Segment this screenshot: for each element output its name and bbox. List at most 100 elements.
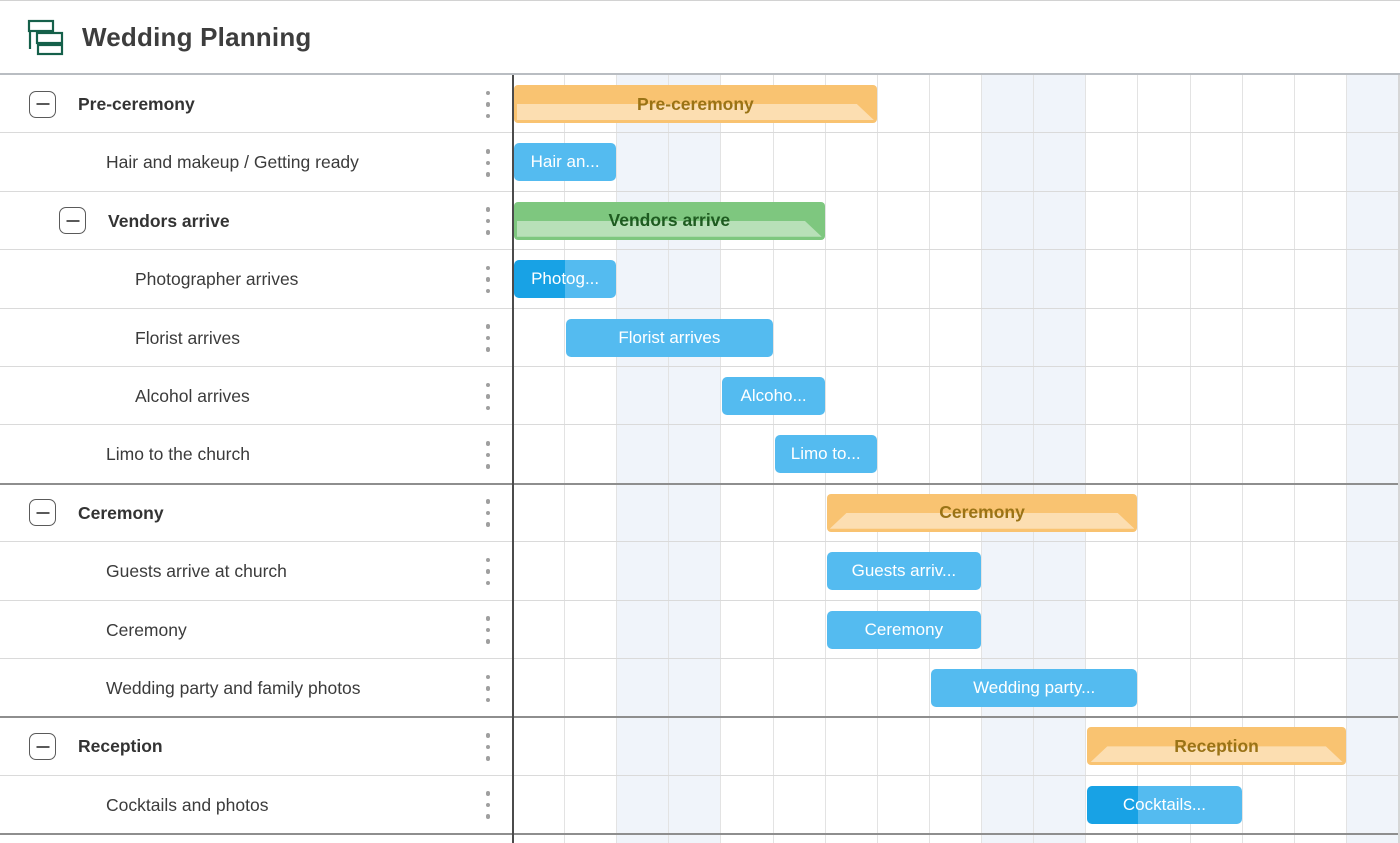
row-menu-kebab-icon[interactable] [480,499,496,527]
task-bar[interactable]: Florist arrives [566,318,773,357]
bar-label: Alcoho... [740,386,807,405]
bar-label: Pre-ceremony [637,93,754,114]
kebab-dot [485,382,491,388]
bar-label: Vendors arrive [608,210,731,231]
kebab-dot [485,580,491,586]
kebab-dot [485,172,491,177]
collapse-toggle[interactable] [29,733,56,761]
section-name[interactable]: Pre-ceremony [78,94,195,114]
task-name[interactable]: Hair and makeup / Getting ready [106,152,359,173]
table-row: Reception [0,717,1400,776]
bar-label: Guests arriv... [851,561,957,581]
kebab-dot [485,394,491,399]
collapse-toggle[interactable] [29,90,56,118]
page-title: Wedding Planning [82,22,312,52]
weekend-column-shading [981,75,1034,843]
row-menu-kebab-icon[interactable] [480,616,496,644]
kebab-dot [485,744,491,750]
table-row: Guests arrive at church [0,542,1400,601]
kebab-dot [485,510,491,516]
task-progress-fill [514,260,566,299]
table-row: Wedding party and family photos [0,659,1400,718]
task-name[interactable]: Florist arrives [135,327,241,348]
kebab-dot [485,230,491,235]
row-menu-kebab-icon[interactable] [480,265,496,294]
task-bar[interactable]: Alcoho... [722,377,825,415]
table-row: Alcohol arrives [0,367,1400,426]
task-bar[interactable]: Cocktails... [1087,785,1242,824]
row-menu-kebab-icon[interactable] [480,733,496,761]
task-bar[interactable]: Ceremony [826,610,982,649]
summary-bar[interactable]: Reception [1087,727,1346,766]
row-menu-kebab-icon[interactable] [480,441,496,469]
minus-icon [66,219,79,222]
day-gridline [928,75,930,843]
section-separator-line [0,716,1400,719]
panel-chart-divider[interactable] [512,75,514,843]
day-gridline [1189,75,1191,843]
row-menu-kebab-icon[interactable] [480,207,496,235]
kebab-dot [485,639,491,644]
task-name[interactable]: Cocktails and photos [106,794,269,815]
task-list-panel [0,75,512,843]
bar-label: Reception [1174,735,1259,756]
window-right-border [1398,1,1400,843]
row-menu-kebab-icon[interactable] [480,149,496,177]
task-bar[interactable]: Hair an... [514,143,617,182]
kebab-dot [485,522,491,527]
row-menu-kebab-icon[interactable] [480,557,496,586]
row-menu-kebab-icon[interactable] [480,382,496,411]
section-separator-line [0,482,1400,485]
kebab-dot [485,791,491,796]
kebab-dot [485,90,491,96]
bar-label: Photog... [531,269,600,289]
task-bar[interactable]: Guests arriv... [826,552,982,591]
day-gridline [1293,75,1295,843]
task-bar[interactable]: Wedding party... [930,669,1138,707]
kebab-dot [485,569,491,574]
kebab-dot [485,347,491,352]
summary-bar[interactable]: Pre-ceremony [514,85,877,123]
collapse-toggle[interactable] [29,499,56,527]
summary-bevel-overlay [1090,746,1343,762]
section-name[interactable]: Ceremony [78,502,164,523]
task-name[interactable]: Alcohol arrives [135,386,250,406]
row-menu-kebab-icon[interactable] [480,791,496,819]
bar-label: Hair an... [530,152,600,172]
task-name[interactable]: Guests arrive at church [106,561,287,582]
task-name[interactable]: Ceremony [106,619,187,640]
task-bar[interactable]: Photog... [514,260,617,299]
kebab-dot [485,160,491,166]
task-name[interactable]: Wedding party and family photos [106,678,361,698]
section-name[interactable]: Reception [78,736,163,757]
app-header: Wedding Planning [0,1,1400,75]
kebab-dot [485,802,491,808]
kebab-dot [485,733,491,738]
summary-bevel-overlay [517,221,822,237]
task-name[interactable]: Photographer arrives [135,269,299,290]
table-row: Pre-ceremony [0,75,1400,134]
collapse-toggle[interactable] [59,207,86,235]
task-name[interactable]: Limo to the church [106,444,250,465]
kebab-dot [485,814,491,819]
day-gridline [1033,75,1035,843]
kebab-dot [485,405,491,411]
minus-icon [36,103,49,106]
section-separator-line [0,833,1400,836]
kebab-dot [485,452,491,458]
row-menu-kebab-icon[interactable] [480,324,496,352]
kebab-dot [485,335,491,341]
table-row: Photographer arrives [0,250,1400,309]
row-menu-kebab-icon[interactable] [480,674,496,703]
task-progress-fill [1087,785,1139,824]
summary-bar[interactable]: Ceremony [826,493,1138,532]
task-bar[interactable]: Limo to... [774,435,877,474]
kebab-dot [485,218,491,224]
row-menu-kebab-icon[interactable] [480,90,496,119]
summary-bar[interactable]: Vendors arrive [514,201,825,240]
kebab-dot [485,697,491,703]
section-name[interactable]: Vendors arrive [108,210,230,231]
weekend-column-shading [1345,75,1398,843]
kebab-dot [485,265,491,271]
kebab-dot [485,288,491,294]
